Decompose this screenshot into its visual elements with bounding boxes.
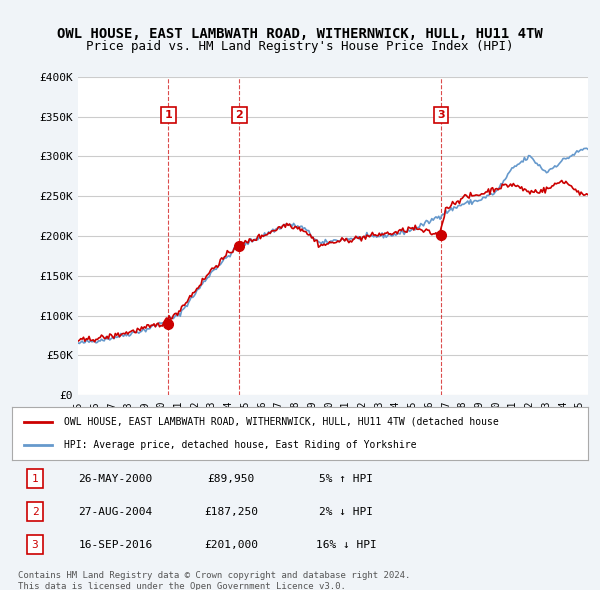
Text: HPI: Average price, detached house, East Riding of Yorkshire: HPI: Average price, detached house, East… (64, 440, 416, 450)
Text: 16% ↓ HPI: 16% ↓ HPI (316, 540, 376, 550)
Text: 3: 3 (437, 110, 445, 120)
Text: OWL HOUSE, EAST LAMBWATH ROAD, WITHERNWICK, HULL, HU11 4TW: OWL HOUSE, EAST LAMBWATH ROAD, WITHERNWI… (57, 27, 543, 41)
Text: 16-SEP-2016: 16-SEP-2016 (79, 540, 153, 550)
Text: 1: 1 (164, 110, 172, 120)
Text: £89,950: £89,950 (207, 474, 254, 484)
Text: OWL HOUSE, EAST LAMBWATH ROAD, WITHERNWICK, HULL, HU11 4TW (detached house: OWL HOUSE, EAST LAMBWATH ROAD, WITHERNWI… (64, 417, 499, 427)
Text: 2: 2 (235, 110, 243, 120)
Text: 26-MAY-2000: 26-MAY-2000 (79, 474, 153, 484)
Text: Price paid vs. HM Land Registry's House Price Index (HPI): Price paid vs. HM Land Registry's House … (86, 40, 514, 53)
Text: 2% ↓ HPI: 2% ↓ HPI (319, 507, 373, 517)
Text: 1: 1 (32, 474, 38, 484)
Text: 27-AUG-2004: 27-AUG-2004 (79, 507, 153, 517)
Text: £187,250: £187,250 (204, 507, 258, 517)
Text: Contains HM Land Registry data © Crown copyright and database right 2024.
This d: Contains HM Land Registry data © Crown c… (18, 571, 410, 590)
Text: 5% ↑ HPI: 5% ↑ HPI (319, 474, 373, 484)
Text: 2: 2 (32, 507, 38, 517)
Text: 3: 3 (32, 540, 38, 550)
Text: £201,000: £201,000 (204, 540, 258, 550)
